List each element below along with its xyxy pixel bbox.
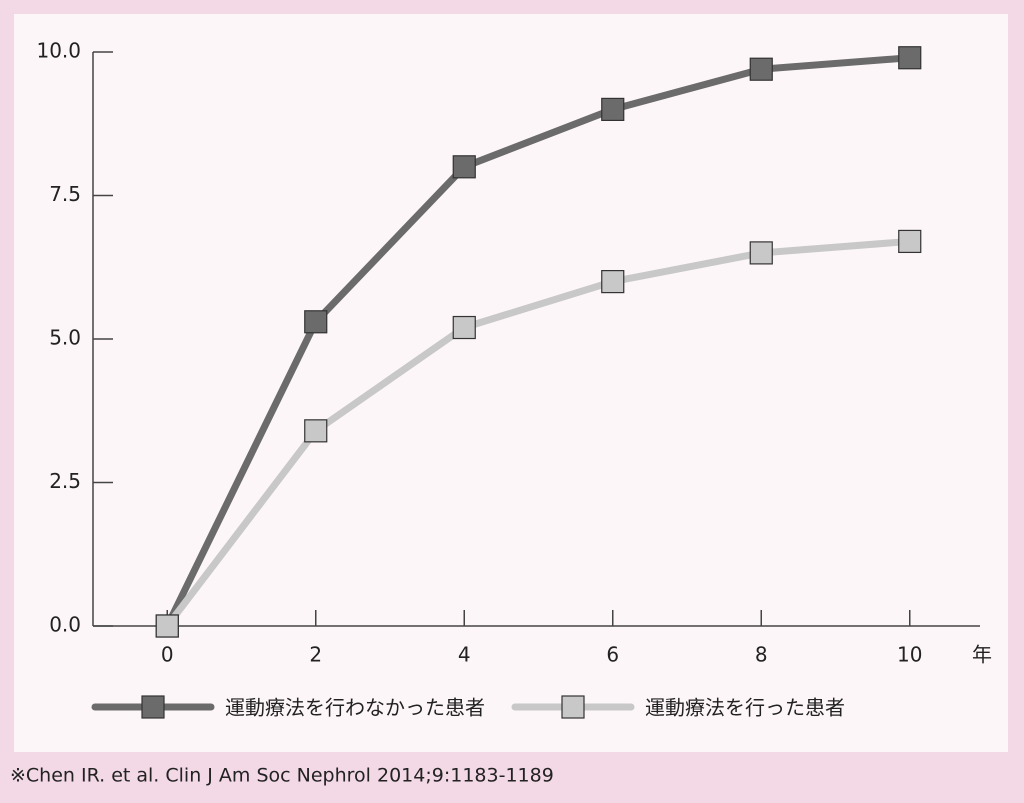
x-axis-label: 年: [972, 643, 992, 667]
x-tick-label: 4: [458, 643, 471, 667]
x-tick-label: 10: [897, 643, 922, 667]
y-tick-label: 10.0: [36, 39, 81, 63]
x-tick-label: 8: [755, 643, 768, 667]
marker: [304, 419, 328, 443]
marker: [452, 315, 476, 340]
series-line: [164, 237, 911, 629]
footnote: ※Chen IR. et al. Clin J Am Soc Nephrol 2…: [10, 765, 554, 787]
x-tick-label: 6: [606, 643, 619, 667]
marker: [749, 57, 773, 81]
y-tick-label: 2.5: [49, 469, 81, 493]
legend-label: 運動療法を行わなかった患者: [225, 696, 485, 720]
x-tick-label: 2: [309, 643, 322, 667]
marker: [304, 310, 328, 334]
marker: [155, 614, 179, 638]
series-line: [164, 54, 911, 628]
marker: [898, 46, 922, 70]
legend-marker: [561, 695, 585, 719]
y-tick-label: 5.0: [49, 326, 81, 350]
marker: [601, 270, 625, 294]
marker: [601, 97, 625, 122]
marker: [898, 229, 922, 254]
legend-marker: [141, 695, 165, 719]
panel: [14, 14, 1008, 752]
y-tick-label: 7.5: [49, 182, 81, 206]
marker: [749, 241, 773, 265]
marker: [452, 155, 476, 179]
legend-label: 運動療法を行った患者: [645, 696, 845, 720]
x-tick-label: 0: [161, 643, 174, 667]
y-tick-label: 0.0: [49, 613, 81, 637]
